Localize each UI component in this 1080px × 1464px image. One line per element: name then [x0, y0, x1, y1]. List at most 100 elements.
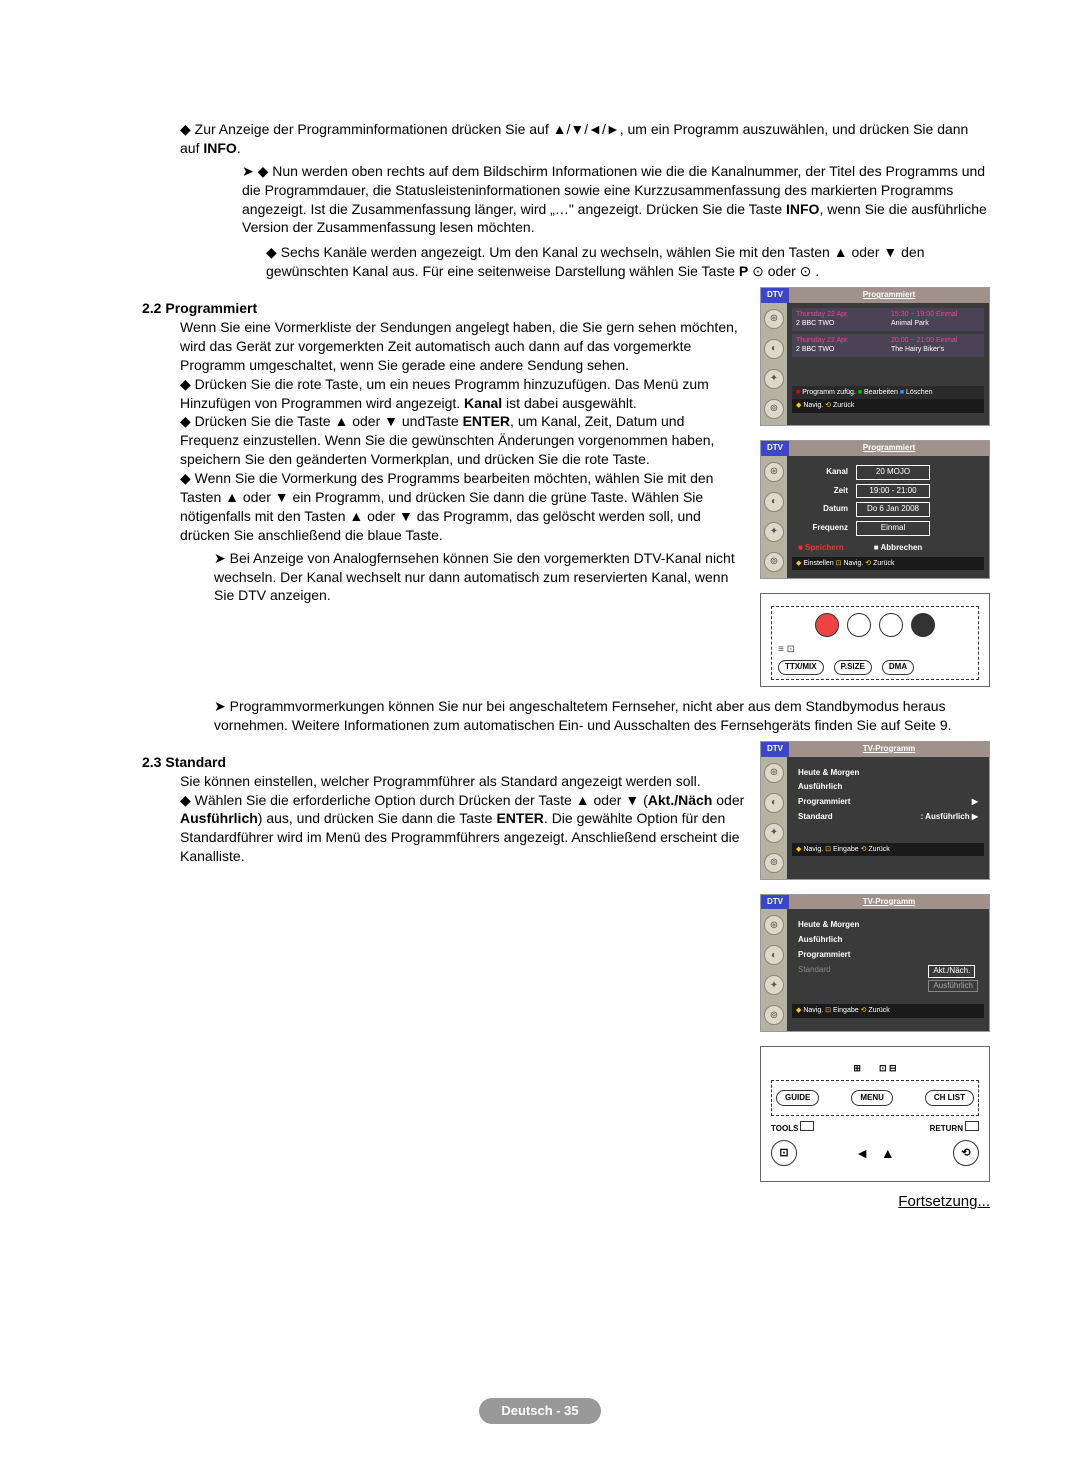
fig-title: Programmiert — [789, 441, 989, 456]
psize-button[interactable]: P.SIZE — [834, 660, 872, 675]
save-button[interactable]: Speichern — [805, 543, 844, 552]
s22-note2: ➤ Programmvormerkungen können Sie nur be… — [214, 697, 990, 735]
form-row-datum[interactable]: DatumDo 6 Jan 2008 — [792, 502, 984, 517]
dropdown[interactable]: Akt./Näch.Ausführlich — [928, 965, 978, 993]
label: RETURN — [930, 1124, 963, 1133]
icon — [965, 1121, 979, 1131]
form-buttons: ■ Speichern■ Abbrechen — [792, 540, 984, 557]
dma-button[interactable]: DMA — [882, 660, 914, 675]
intro-block: Zur Anzeige der Programminformationen dr… — [180, 120, 990, 281]
text: oder — [712, 792, 744, 808]
text: ) aus, und drücken Sie dann die Taste — [258, 810, 497, 826]
text: Wählen Sie die erforderliche Option durc… — [195, 792, 648, 808]
info-key: INFO — [786, 201, 819, 217]
color-buttons — [778, 613, 972, 637]
s22-p1: Wenn Sie eine Vormerkliste der Sendungen… — [180, 318, 746, 375]
nav-bar: ◆ Navig. ⊡ Eingabe ⟲ Zurück — [792, 843, 984, 856]
label: Programmiert — [798, 950, 850, 961]
text: Sechs Kanäle werden angezeigt. Um den Ka… — [266, 244, 925, 279]
fig-programmiert-form: DTVProgrammiert ⊛◐✦⊚ Kanal20 MOJO Zeit19… — [760, 440, 990, 579]
label: Ausführlich — [798, 935, 842, 946]
tools-circle[interactable]: ⊡ — [771, 1140, 797, 1166]
s22-bullet2: Drücken Sie die Taste ▲ oder ▼ undTaste … — [180, 412, 746, 469]
label: Kanal — [792, 467, 848, 478]
menu-item[interactable]: Programmiert▶ — [798, 795, 978, 810]
guide-button[interactable]: GUIDE — [776, 1090, 819, 1107]
small-icons-row: ≡ ⊡ — [778, 643, 972, 657]
edit-label[interactable]: Bearbeiten — [864, 389, 898, 396]
blue-button[interactable] — [911, 613, 935, 637]
side-icons: ⊛◐✦⊚ — [761, 456, 787, 578]
info-key: INFO — [203, 140, 236, 156]
ausfuehrlich-key: Ausführlich — [180, 810, 258, 826]
back-label: Zurück — [833, 402, 854, 409]
add-label[interactable]: Programm zufüg. — [802, 389, 856, 396]
delete-label[interactable]: Löschen — [906, 389, 932, 396]
schedule-row[interactable]: Thursday 22 Apr2 BBC TWO 20:00 ~ 21:00 E… — [792, 334, 984, 357]
label: Frequenz — [792, 523, 848, 534]
fig-title: Programmiert — [789, 288, 989, 303]
einstellen-label: Einstellen — [803, 560, 833, 567]
tools-button[interactable]: TOOLS — [771, 1121, 814, 1135]
back-label: Zurück — [873, 560, 894, 567]
menu-item[interactable]: Heute & Morgen — [798, 918, 978, 933]
program: The Hairy Biker's — [891, 345, 980, 354]
s22-note1: ➤ Bei Anzeige von Analogfernsehen können… — [214, 549, 746, 606]
option-selected: Akt./Näch. — [928, 965, 975, 978]
fig-programmiert-list: DTVProgrammiert ⊛◐✦⊚ Thursday 22 Apr2 BB… — [760, 287, 990, 426]
intro-sub1: ➤ ◆ Nun werden oben rechts auf dem Bilds… — [242, 162, 990, 238]
label: Programmiert — [798, 797, 850, 808]
text: ⊙ oder ⊙ . — [748, 263, 819, 279]
icon: ⊡ ⊟ — [879, 1062, 897, 1074]
label: Heute & Morgen — [798, 768, 859, 779]
fig-tvprogramm-1: DTVTV-Programm ⊛◐✦⊚ Heute & Morgen Ausfü… — [760, 741, 990, 880]
text: Drücken Sie die Taste ▲ oder ▼ undTaste — [195, 413, 463, 429]
green-button[interactable] — [847, 613, 871, 637]
menu-item-standard[interactable]: StandardAkt./Näch.Ausführlich — [798, 963, 978, 995]
red-button[interactable] — [815, 613, 839, 637]
menu-item[interactable]: Ausführlich — [798, 933, 978, 948]
form-row-kanal[interactable]: Kanal20 MOJO — [792, 465, 984, 480]
ttx-button[interactable]: TTX/MIX — [778, 660, 824, 675]
menu-item[interactable]: Programmiert — [798, 948, 978, 963]
menu-button[interactable]: MENU — [851, 1090, 893, 1107]
dtv-badge: DTV — [761, 742, 789, 757]
nav-bar: ◆ Einstellen ⊡ Navig. ⟲ Zurück — [792, 557, 984, 570]
yellow-button[interactable] — [879, 613, 903, 637]
cancel-button[interactable]: Abbrechen — [881, 543, 923, 552]
dtv-badge: DTV — [761, 288, 789, 303]
form-row-frequenz[interactable]: FrequenzEinmal — [792, 521, 984, 536]
nav-bar: ◆ Navig. ⟲ Zurück — [792, 399, 984, 412]
back-label: Zurück — [868, 1007, 889, 1014]
intro-p1: Zur Anzeige der Programminformationen dr… — [180, 120, 990, 158]
fig-title: TV-Programm — [789, 742, 989, 757]
section-2-3-title: 2.3 Standard — [142, 753, 746, 772]
value: 19:00 - 21:00 — [856, 484, 930, 499]
menu-list: Heute & Morgen Ausführlich Programmiert … — [792, 914, 984, 998]
channel: 2 BBC TWO — [796, 319, 885, 328]
label: TOOLS — [771, 1124, 798, 1133]
nav-label: Navig. — [843, 560, 863, 567]
side-icons: ⊛◐✦⊚ — [761, 757, 787, 879]
chlist-button[interactable]: CH LIST — [925, 1090, 974, 1107]
date: Thursday 22 Apr — [796, 310, 885, 319]
menu-item-standard[interactable]: Standard: Ausführlich ▶ — [798, 810, 978, 825]
icon — [800, 1121, 814, 1131]
s23-p1: Sie können einstellen, welcher Programmf… — [180, 772, 746, 791]
side-icons: ⊛◐✦⊚ — [761, 303, 787, 425]
label: Standard — [798, 812, 833, 823]
fig-remote-color-buttons: ≡ ⊡ TTX/MIX P.SIZE DMA — [760, 593, 990, 687]
form-row-zeit[interactable]: Zeit19:00 - 21:00 — [792, 484, 984, 499]
return-circle[interactable]: ⟲ — [953, 1140, 979, 1166]
fig-tvprogramm-2: DTVTV-Programm ⊛◐✦⊚ Heute & Morgen Ausfü… — [760, 894, 990, 1033]
s22-bullet1: Drücken Sie die rote Taste, um ein neues… — [180, 375, 746, 413]
text: ist dabei ausgewählt. — [502, 395, 637, 411]
return-button[interactable]: RETURN — [930, 1121, 979, 1135]
program: Animal Park — [891, 319, 980, 328]
menu-item[interactable]: Ausführlich — [798, 780, 978, 795]
footer-pill: Deutsch - 35 — [479, 1398, 600, 1424]
intro-sub2: Sechs Kanäle werden angezeigt. Um den Ka… — [242, 243, 990, 281]
menu-item[interactable]: Heute & Morgen — [798, 766, 978, 781]
kanal-key: Kanal — [464, 395, 502, 411]
schedule-row[interactable]: Thursday 22 Apr2 BBC TWO 15:30 ~ 19:00 E… — [792, 308, 984, 331]
